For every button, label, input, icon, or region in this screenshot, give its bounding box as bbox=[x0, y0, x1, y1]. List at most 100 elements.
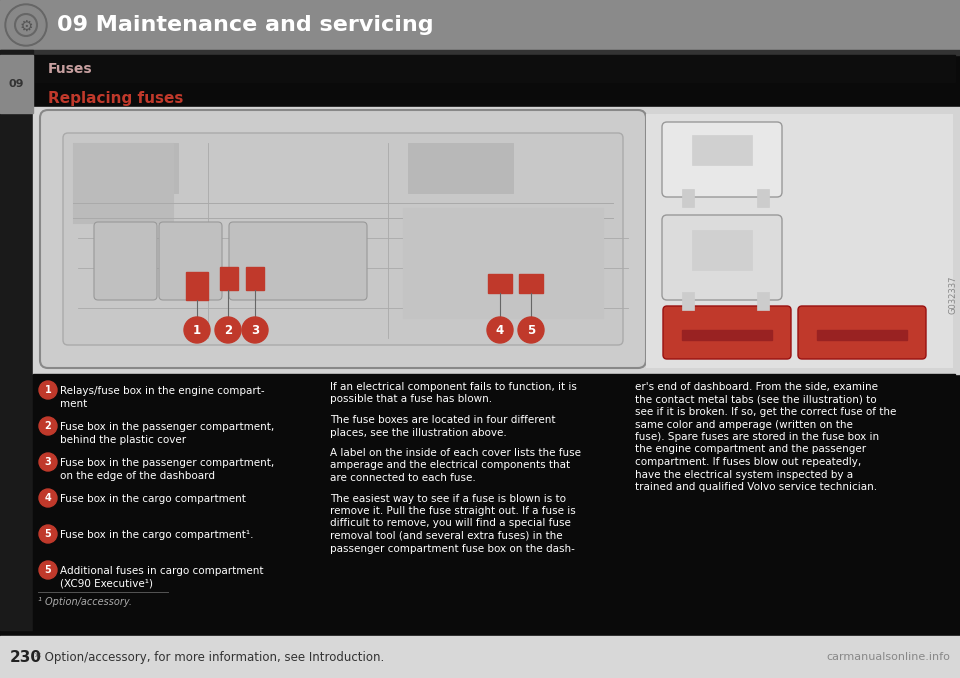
Text: 5: 5 bbox=[527, 324, 535, 337]
Text: 2: 2 bbox=[44, 421, 52, 431]
Text: 2: 2 bbox=[224, 324, 232, 337]
FancyBboxPatch shape bbox=[229, 222, 367, 300]
Text: Relays/fuse box in the engine compart-: Relays/fuse box in the engine compart- bbox=[60, 386, 265, 396]
Circle shape bbox=[7, 6, 45, 44]
Bar bbox=[186, 272, 208, 300]
Circle shape bbox=[39, 417, 57, 435]
Text: 230: 230 bbox=[10, 650, 42, 664]
Circle shape bbox=[39, 525, 57, 543]
Text: 09 Maintenance and servicing: 09 Maintenance and servicing bbox=[57, 15, 434, 35]
Circle shape bbox=[242, 317, 268, 343]
Polygon shape bbox=[73, 143, 178, 193]
FancyBboxPatch shape bbox=[798, 306, 926, 359]
Text: 3: 3 bbox=[251, 324, 259, 337]
Text: compartment. If fuses blow out repeatedly,: compartment. If fuses blow out repeatedl… bbox=[635, 457, 861, 467]
FancyBboxPatch shape bbox=[159, 222, 222, 300]
Text: Fuses: Fuses bbox=[48, 62, 92, 76]
Text: see if it is broken. If so, get the correct fuse of the: see if it is broken. If so, get the corr… bbox=[635, 407, 897, 417]
Bar bbox=[692, 230, 752, 270]
Text: A label on the inside of each cover lists the fuse: A label on the inside of each cover list… bbox=[330, 448, 581, 458]
Circle shape bbox=[5, 4, 47, 46]
Bar bbox=[33, 107, 960, 374]
Bar bbox=[73, 143, 173, 223]
Circle shape bbox=[39, 453, 57, 471]
Circle shape bbox=[215, 317, 241, 343]
FancyBboxPatch shape bbox=[40, 110, 646, 368]
Bar bbox=[488, 274, 512, 293]
Text: 3: 3 bbox=[44, 457, 52, 467]
Bar bbox=[33, 55, 955, 82]
Text: same color and amperage (written on the: same color and amperage (written on the bbox=[635, 420, 852, 429]
Text: amperage and the electrical components that: amperage and the electrical components t… bbox=[330, 460, 570, 471]
Bar bbox=[682, 292, 694, 310]
Bar bbox=[220, 267, 238, 290]
Text: 5: 5 bbox=[44, 565, 52, 575]
FancyBboxPatch shape bbox=[63, 133, 623, 345]
Circle shape bbox=[184, 317, 210, 343]
Text: (XC90 Executive¹): (XC90 Executive¹) bbox=[60, 579, 153, 589]
FancyBboxPatch shape bbox=[662, 122, 782, 197]
Circle shape bbox=[487, 317, 513, 343]
Bar bbox=[682, 330, 772, 340]
Text: 1: 1 bbox=[44, 385, 52, 395]
Text: The easiest way to see if a fuse is blown is to: The easiest way to see if a fuse is blow… bbox=[330, 494, 566, 504]
Text: Fuse box in the cargo compartment¹.: Fuse box in the cargo compartment¹. bbox=[60, 530, 253, 540]
Text: Fuse box in the passenger compartment,: Fuse box in the passenger compartment, bbox=[60, 422, 275, 432]
Text: 09: 09 bbox=[9, 79, 24, 89]
Text: have the electrical system inspected by a: have the electrical system inspected by … bbox=[635, 469, 853, 479]
FancyBboxPatch shape bbox=[94, 222, 157, 300]
Bar bbox=[817, 330, 907, 340]
Text: 1: 1 bbox=[193, 324, 201, 337]
Bar bbox=[519, 274, 543, 293]
Text: er's end of dashboard. From the side, examine: er's end of dashboard. From the side, ex… bbox=[635, 382, 878, 392]
Text: If an electrical component fails to function, it is: If an electrical component fails to func… bbox=[330, 382, 577, 392]
Bar bbox=[692, 135, 752, 165]
Text: are connected to each fuse.: are connected to each fuse. bbox=[330, 473, 476, 483]
Text: 4: 4 bbox=[496, 324, 504, 337]
Circle shape bbox=[39, 561, 57, 579]
Bar bbox=[757, 189, 769, 207]
Bar bbox=[0, 50, 960, 55]
Bar bbox=[403, 208, 603, 318]
Text: the engine compartment and the passenger: the engine compartment and the passenger bbox=[635, 445, 866, 454]
Text: trained and qualified Volvo service technician.: trained and qualified Volvo service tech… bbox=[635, 482, 877, 492]
Circle shape bbox=[518, 317, 544, 343]
Bar bbox=[33, 374, 955, 634]
Text: carmanualsonline.info: carmanualsonline.info bbox=[827, 652, 950, 662]
Text: the contact metal tabs (see the illustration) to: the contact metal tabs (see the illustra… bbox=[635, 395, 876, 405]
Text: behind the plastic cover: behind the plastic cover bbox=[60, 435, 186, 445]
Text: ment: ment bbox=[60, 399, 87, 409]
Text: Fuse box in the cargo compartment: Fuse box in the cargo compartment bbox=[60, 494, 246, 504]
Text: Additional fuses in cargo compartment: Additional fuses in cargo compartment bbox=[60, 566, 263, 576]
Text: difficult to remove, you will find a special fuse: difficult to remove, you will find a spe… bbox=[330, 519, 571, 528]
Bar bbox=[682, 189, 694, 207]
Bar bbox=[647, 115, 952, 367]
Text: Replacing fuses: Replacing fuses bbox=[48, 90, 183, 106]
Text: ¹ Option/accessory.: ¹ Option/accessory. bbox=[38, 597, 132, 607]
Text: on the edge of the dashboard: on the edge of the dashboard bbox=[60, 471, 215, 481]
Bar bbox=[0, 55, 33, 113]
Text: The fuse boxes are located in four different: The fuse boxes are located in four diffe… bbox=[330, 415, 556, 425]
Circle shape bbox=[39, 381, 57, 399]
FancyBboxPatch shape bbox=[662, 215, 782, 300]
Bar bbox=[0, 50, 33, 630]
Bar bbox=[0, 636, 960, 678]
Text: * Option/accessory, for more information, see Introduction.: * Option/accessory, for more information… bbox=[35, 650, 384, 664]
Text: ⚙: ⚙ bbox=[19, 18, 33, 33]
Text: passenger compartment fuse box on the dash-: passenger compartment fuse box on the da… bbox=[330, 544, 575, 553]
Text: G032337: G032337 bbox=[949, 276, 958, 314]
Circle shape bbox=[39, 489, 57, 507]
Bar bbox=[0, 0, 960, 50]
Bar bbox=[757, 292, 769, 310]
Text: remove it. Pull the fuse straight out. If a fuse is: remove it. Pull the fuse straight out. I… bbox=[330, 506, 576, 516]
Text: 5: 5 bbox=[44, 529, 52, 539]
Polygon shape bbox=[408, 143, 513, 193]
Text: possible that a fuse has blown.: possible that a fuse has blown. bbox=[330, 395, 492, 405]
Text: 4: 4 bbox=[44, 493, 52, 503]
FancyBboxPatch shape bbox=[663, 306, 791, 359]
Text: Fuse box in the passenger compartment,: Fuse box in the passenger compartment, bbox=[60, 458, 275, 468]
Bar bbox=[246, 267, 264, 290]
Text: places, see the illustration above.: places, see the illustration above. bbox=[330, 428, 507, 437]
Text: fuse). Spare fuses are stored in the fuse box in: fuse). Spare fuses are stored in the fus… bbox=[635, 432, 879, 442]
Text: removal tool (and several extra fuses) in the: removal tool (and several extra fuses) i… bbox=[330, 531, 563, 541]
